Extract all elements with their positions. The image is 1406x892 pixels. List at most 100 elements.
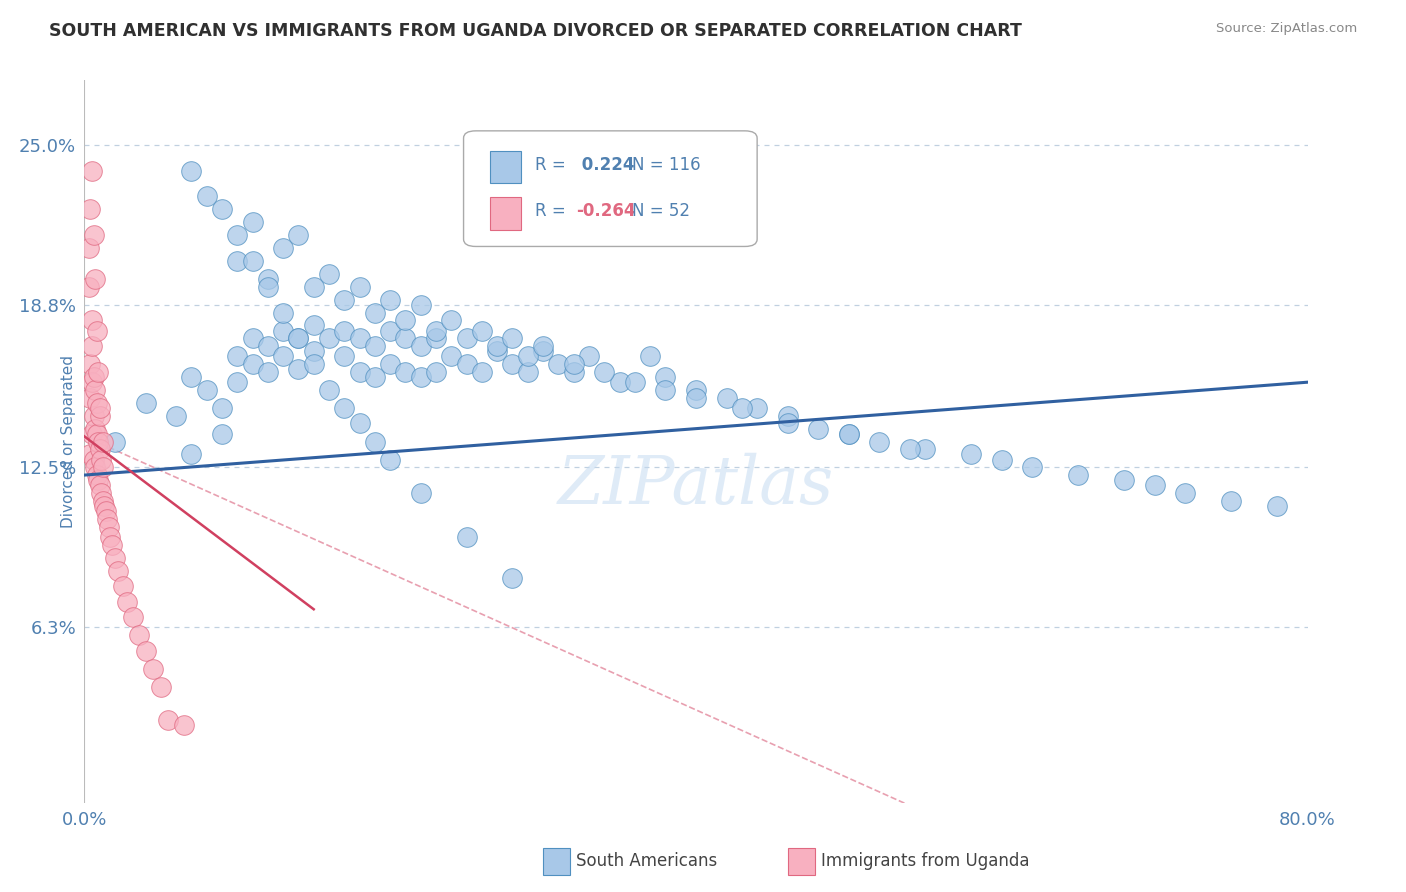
Point	[173, 718, 195, 732]
Point	[115, 594, 138, 608]
Text: N = 52: N = 52	[633, 202, 690, 220]
Point	[1021, 460, 1043, 475]
Point	[149, 680, 172, 694]
Point	[101, 538, 124, 552]
Point	[1114, 473, 1136, 487]
Point	[91, 460, 114, 475]
Point	[79, 391, 101, 405]
Point	[486, 344, 509, 359]
Point	[425, 331, 447, 345]
Point	[226, 350, 249, 364]
Point	[80, 375, 103, 389]
Point	[89, 409, 111, 423]
Point	[271, 350, 294, 364]
Point	[364, 434, 387, 449]
Point	[562, 357, 585, 371]
Point	[80, 163, 103, 178]
Point	[89, 478, 111, 492]
Point	[257, 339, 280, 353]
Text: Source: ZipAtlas.com: Source: ZipAtlas.com	[1216, 22, 1357, 36]
Point	[287, 331, 309, 345]
Point	[84, 460, 107, 475]
Point	[242, 357, 264, 371]
Point	[960, 447, 983, 461]
Text: R =: R =	[534, 202, 571, 220]
Point	[83, 452, 105, 467]
Point	[135, 643, 157, 657]
Point	[242, 215, 264, 229]
Point	[349, 365, 371, 379]
Point	[364, 370, 387, 384]
Text: R =: R =	[534, 156, 571, 174]
Point	[79, 357, 101, 371]
Point	[84, 272, 107, 286]
Point	[380, 324, 402, 338]
Point	[142, 662, 165, 676]
Point	[242, 331, 264, 345]
Point	[593, 365, 616, 379]
Point	[86, 324, 108, 338]
Text: ZIPatlas: ZIPatlas	[558, 452, 834, 517]
Point	[257, 365, 280, 379]
Text: 0.224: 0.224	[576, 156, 634, 174]
Point	[776, 409, 799, 423]
Point	[271, 324, 294, 338]
Point	[456, 530, 478, 544]
Point	[302, 357, 325, 371]
Point	[302, 344, 325, 359]
Point	[380, 357, 402, 371]
Point	[302, 318, 325, 333]
FancyBboxPatch shape	[464, 131, 758, 246]
Point	[77, 279, 100, 293]
Point	[609, 375, 631, 389]
Text: -0.264: -0.264	[576, 202, 636, 220]
Point	[516, 365, 538, 379]
Text: Immigrants from Uganda: Immigrants from Uganda	[821, 853, 1029, 871]
Point	[180, 447, 202, 461]
Point	[107, 564, 129, 578]
Point	[425, 324, 447, 338]
Point	[578, 350, 600, 364]
Point	[516, 350, 538, 364]
Point	[122, 610, 145, 624]
Point	[349, 279, 371, 293]
Point	[364, 305, 387, 319]
Point	[349, 331, 371, 345]
Text: N = 116: N = 116	[633, 156, 702, 174]
Point	[80, 313, 103, 327]
Point	[531, 339, 554, 353]
Point	[333, 350, 356, 364]
Point	[654, 383, 676, 397]
Point	[104, 550, 127, 565]
Point	[128, 628, 150, 642]
Point	[195, 189, 218, 203]
Point	[380, 452, 402, 467]
Point	[502, 331, 524, 345]
Point	[440, 350, 463, 364]
Point	[111, 579, 134, 593]
Point	[79, 447, 101, 461]
Point	[807, 422, 830, 436]
Y-axis label: Divorced or Separated: Divorced or Separated	[60, 355, 76, 528]
Point	[380, 293, 402, 307]
FancyBboxPatch shape	[491, 151, 522, 184]
Point	[502, 357, 524, 371]
Point	[394, 365, 416, 379]
Point	[1143, 478, 1166, 492]
Point	[271, 305, 294, 319]
Point	[104, 434, 127, 449]
Point	[287, 362, 309, 376]
Point	[94, 504, 117, 518]
Point	[211, 401, 233, 415]
Point	[84, 422, 107, 436]
Point	[624, 375, 647, 389]
Point	[91, 494, 114, 508]
Point	[211, 426, 233, 441]
Point	[333, 401, 356, 415]
Text: SOUTH AMERICAN VS IMMIGRANTS FROM UGANDA DIVORCED OR SEPARATED CORRELATION CHART: SOUTH AMERICAN VS IMMIGRANTS FROM UGANDA…	[49, 22, 1022, 40]
Point	[486, 339, 509, 353]
Point	[90, 452, 112, 467]
Point	[838, 426, 860, 441]
Point	[471, 365, 494, 379]
Point	[731, 401, 754, 415]
